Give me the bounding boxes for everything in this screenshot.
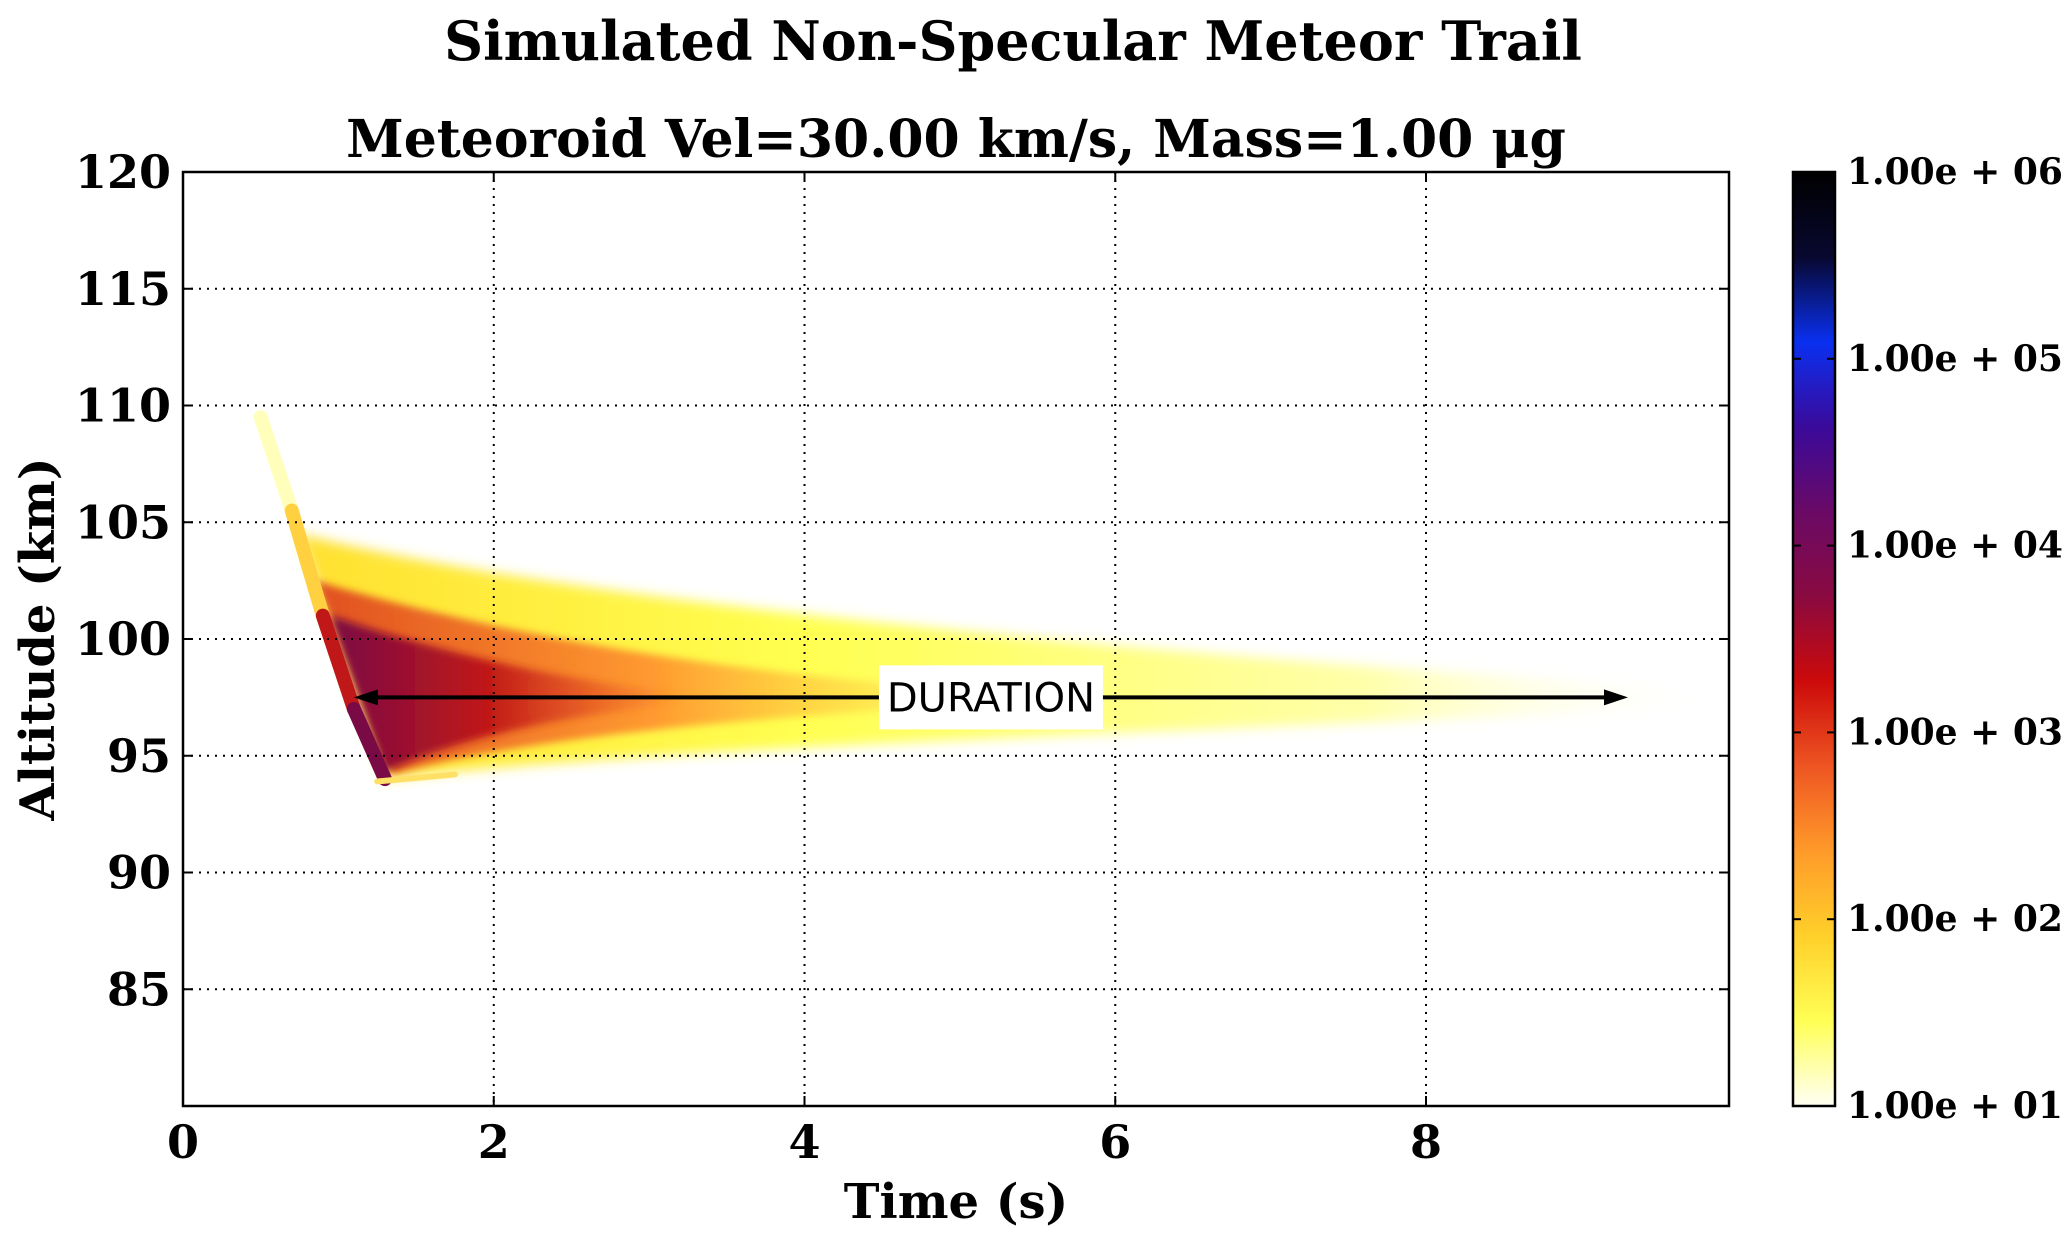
- y-tick-label: 105: [75, 495, 171, 549]
- trail-leading-edge-segment: [253, 410, 299, 518]
- trail-bottom-lip: [374, 771, 458, 785]
- duration-arrow-head-right: [1604, 689, 1629, 706]
- x-tick-label: 2: [478, 1115, 510, 1169]
- y-tick-label: 100: [75, 612, 171, 666]
- trail-red-core: [330, 615, 681, 773]
- x-tick-label: 4: [788, 1115, 820, 1169]
- chart-title: Simulated Non-Specular Meteor Trail: [444, 9, 1582, 73]
- duration-arrow-head-left: [353, 689, 378, 706]
- y-tick-label: 85: [107, 962, 171, 1016]
- colorbar-tick-label: 1.00e + 04: [1847, 525, 2063, 567]
- y-axis-label: Altitude (km): [10, 457, 66, 821]
- colorbar-tick-label: 1.00e + 03: [1847, 711, 2063, 753]
- y-tick-label: 95: [107, 729, 171, 783]
- y-axis-ticks: 85 90 95 100 105 110 115 120: [75, 145, 1729, 1016]
- x-tick-label: 6: [1099, 1115, 1131, 1169]
- colorbar-ticks: 1.00e + 01 1.00e + 02 1.00e + 03 1.00e + 04…: [1793, 151, 2063, 1127]
- grid-lines: [183, 172, 1729, 1106]
- y-tick-label: 120: [75, 145, 171, 199]
- x-axis-label: Time (s): [844, 1174, 1068, 1230]
- colorbar-tick-label: 1.00e + 06: [1847, 151, 2063, 193]
- colorbar-tick-label: 1.00e + 02: [1847, 898, 2063, 940]
- y-tick-label: 110: [75, 379, 171, 433]
- duration-annotation: DURATION: [353, 665, 1629, 730]
- x-axis-ticks: 0 2 4 6 8: [167, 172, 1442, 1169]
- colorbar: [1791, 170, 1837, 1108]
- y-tick-label: 90: [107, 846, 171, 900]
- colorbar-tick-label: 1.00e + 01: [1847, 1085, 2063, 1127]
- x-tick-label: 8: [1410, 1115, 1442, 1169]
- trail-leading-edge-segment: [346, 702, 392, 787]
- meteor-trail-heatmap: [253, 410, 1722, 787]
- trail-leading-edge-segment: [284, 503, 330, 623]
- colorbar-tick-label: 1.00e + 05: [1847, 338, 2063, 380]
- x-tick-label: 0: [167, 1115, 199, 1169]
- duration-label-box: [878, 665, 1103, 730]
- duration-label: DURATION: [887, 675, 1095, 721]
- trail-leading-edge-segment: [315, 608, 361, 717]
- y-tick-label: 115: [75, 262, 171, 316]
- chart-subtitle: Meteoroid Vel=30.00 km/s, Mass=1.00 μg: [346, 109, 1566, 170]
